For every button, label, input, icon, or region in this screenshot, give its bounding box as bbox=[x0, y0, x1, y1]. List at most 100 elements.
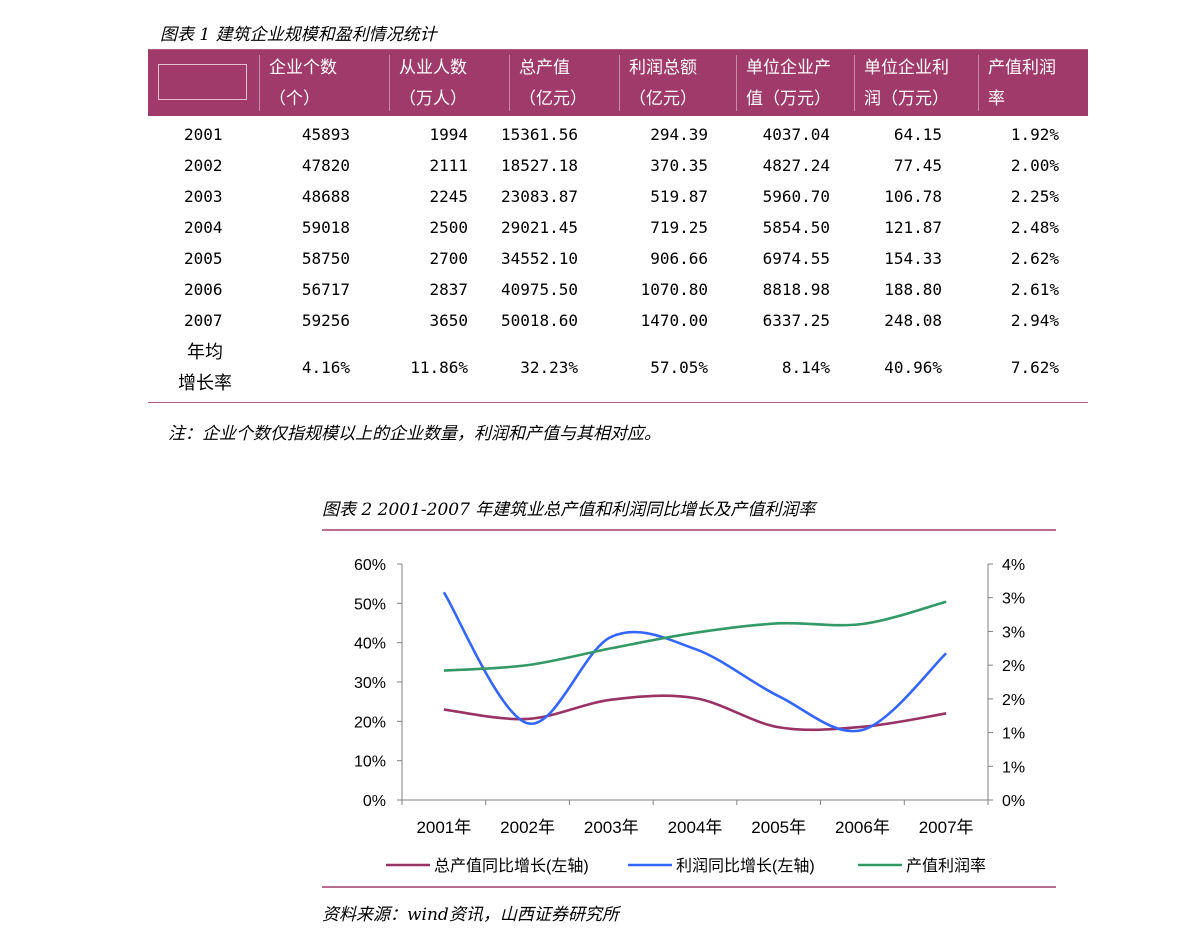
legend-label-1: 总产值同比增长(左轴) bbox=[434, 857, 589, 875]
figure-bottom-rule bbox=[322, 886, 1056, 888]
header-col-5-line1: 单位企业产 bbox=[746, 58, 831, 78]
row-year: 2005 bbox=[184, 249, 223, 268]
row-cell-col-5: 6337.25 bbox=[762, 311, 830, 330]
table1-note: 注：企业个数仅指规模以上的企业数量，利润和产值与其相对应。 bbox=[168, 424, 661, 444]
row-cell-col-1: 56717 bbox=[301, 280, 350, 299]
header-col-6-line1: 单位企业利 bbox=[864, 58, 949, 78]
row-cell-col-7: 2.48% bbox=[1010, 218, 1059, 237]
row-cell-col-1: 47820 bbox=[301, 156, 350, 175]
header-col-5-line2: 值（万元） bbox=[746, 89, 831, 109]
growth-chart: 0% 10% 20% 30% 40% 50% 60% 0% 1% 1% 2% 2% 3% 3% 4% 2001… bbox=[322, 530, 1056, 886]
row-cell-col-7: 2.94% bbox=[1010, 311, 1059, 330]
row-cell-col-6: 121.87 bbox=[884, 218, 942, 237]
row-year: 2004 bbox=[184, 218, 223, 237]
row-cell-col-5: 8818.98 bbox=[762, 280, 830, 299]
right-tick-label: 4% bbox=[1002, 557, 1025, 574]
legend-label-2: 利润同比增长(左轴) bbox=[676, 857, 815, 875]
right-tick-label: 3% bbox=[1002, 591, 1025, 608]
footer-label: 年均 增长率 bbox=[170, 337, 240, 399]
row-cell-col-3: 40975.50 bbox=[500, 280, 578, 299]
header-divider bbox=[389, 55, 390, 111]
x-tick-label: 2001年 bbox=[416, 818, 471, 837]
table-row: 2006 56717 2837 40975.50 1070.80 8818.98 188.8… bbox=[148, 275, 1088, 306]
row-cell-col-3: 50018.60 bbox=[500, 311, 578, 330]
row-cell-col-2: 2837 bbox=[429, 280, 468, 299]
row-cell-col-7: 2.61% bbox=[1010, 280, 1059, 299]
header-col-3-line1: 总产值 bbox=[519, 58, 570, 78]
row-cell-col-1: 58750 bbox=[301, 249, 350, 268]
row-cell-col-7: 2.62% bbox=[1010, 249, 1059, 268]
table-row: 2004 59018 2500 29021.45 719.25 5854.50 121.87… bbox=[148, 213, 1088, 244]
header-divider bbox=[259, 55, 260, 111]
row-cell-col-6: 106.78 bbox=[884, 187, 942, 206]
header-divider bbox=[619, 55, 620, 111]
header-corner-cell bbox=[158, 64, 247, 100]
header-divider bbox=[978, 55, 979, 111]
row-cell-col-4: 294.39 bbox=[650, 125, 708, 144]
left-tick-label: 50% bbox=[354, 596, 386, 613]
header-col-6-line2: 润（万元） bbox=[864, 89, 949, 109]
row-cell-col-2: 2500 bbox=[429, 218, 468, 237]
stats-table: 企业个数 （个） 从业人数 （万人） 总产值 （亿元） 利润总额 （亿元） 单位企业产 值（万元）… bbox=[148, 49, 1088, 403]
series-profit-margin-line bbox=[443, 600, 947, 672]
right-tick-label: 2% bbox=[1002, 658, 1025, 675]
table-header: 企业个数 （个） 从业人数 （万人） 总产值 （亿元） 利润总额 （亿元） 单位企业产 值（万元）… bbox=[148, 49, 1088, 116]
row-cell-col-1: 59018 bbox=[301, 218, 350, 237]
row-cell-col-1: 59256 bbox=[301, 311, 350, 330]
right-tick-label: 0% bbox=[1002, 793, 1025, 810]
row-cell-col-4: 519.87 bbox=[650, 187, 708, 206]
row-cell-col-2: 2700 bbox=[429, 249, 468, 268]
row-cell-col-2: 3650 bbox=[429, 311, 468, 330]
header-col-7-line1: 产值利润 bbox=[988, 58, 1056, 78]
chart-svg: 0% 10% 20% 30% 40% 50% 60% 0% 1% 1% 2% 2% 3% 3% 4% 2001… bbox=[354, 557, 1025, 875]
row-cell-col-3: 15361.56 bbox=[500, 125, 578, 144]
row-cell-col-1: 48688 bbox=[301, 187, 350, 206]
row-cell-col-6: 64.15 bbox=[893, 125, 942, 144]
x-tick-label: 2003年 bbox=[584, 818, 639, 837]
row-cell-col-6: 154.33 bbox=[884, 249, 942, 268]
header-col-4-line1: 利润总额 bbox=[629, 58, 697, 78]
table-row: 2005 58750 2700 34552.10 906.66 6974.55 154.33… bbox=[148, 244, 1088, 275]
left-tick-label: 60% bbox=[354, 557, 386, 574]
left-tick-label: 40% bbox=[354, 636, 386, 653]
row-cell-col-5: 4827.24 bbox=[762, 156, 830, 175]
left-tick-label: 10% bbox=[354, 754, 386, 771]
footer-cell-col-3: 32.23% bbox=[520, 358, 578, 377]
row-cell-col-2: 2245 bbox=[429, 187, 468, 206]
row-cell-col-4: 1070.80 bbox=[640, 280, 708, 299]
footer-cell-col-7: 7.62% bbox=[1010, 358, 1059, 377]
row-cell-col-5: 5854.50 bbox=[762, 218, 830, 237]
table-body: 2001 45893 1994 15361.56 294.39 4037.04 64.15 1… bbox=[148, 120, 1088, 337]
row-cell-col-4: 1470.00 bbox=[640, 311, 708, 330]
row-cell-col-5: 6974.55 bbox=[762, 249, 830, 268]
row-year: 2007 bbox=[184, 311, 223, 330]
footer-cell-col-2: 11.86% bbox=[410, 358, 468, 377]
row-cell-col-1: 45893 bbox=[301, 125, 350, 144]
table-row: 2002 47820 2111 18527.18 370.35 4827.24 77.45 2… bbox=[148, 151, 1088, 182]
row-year: 2003 bbox=[184, 187, 223, 206]
footer-label-line1: 年均 bbox=[187, 342, 223, 363]
footer-cell-col-5: 8.14% bbox=[781, 358, 830, 377]
footer-label-line2: 增长率 bbox=[178, 373, 232, 394]
legend-label-3: 产值利润率 bbox=[906, 857, 986, 875]
header-divider bbox=[736, 55, 737, 111]
x-tick-label: 2002年 bbox=[500, 818, 555, 837]
row-cell-col-3: 29021.45 bbox=[500, 218, 578, 237]
figure2-source: 资料来源：wind资讯，山西证券研究所 bbox=[322, 905, 619, 925]
header-col-1-line2: （个） bbox=[269, 89, 320, 109]
header-col-2-line2: （万人） bbox=[399, 89, 467, 109]
table-row: 2003 48688 2245 23083.87 519.87 5960.70 106.78… bbox=[148, 182, 1088, 213]
right-tick-label: 1% bbox=[1002, 726, 1025, 743]
table1-caption: 图表 1 建筑企业规模和盈利情况统计 bbox=[160, 25, 437, 45]
left-tick-label: 0% bbox=[363, 793, 386, 810]
header-col-1-line1: 企业个数 bbox=[269, 58, 337, 78]
table-footer: 年均 增长率 4.16% 11.86% 32.23% 57.05% 8.14% 40.96… bbox=[148, 337, 1088, 401]
right-tick-label: 1% bbox=[1002, 759, 1025, 776]
row-cell-col-6: 188.80 bbox=[884, 280, 942, 299]
x-tick-label: 2004年 bbox=[668, 818, 723, 837]
table-row: 2007 59256 3650 50018.60 1470.00 6337.25 248.0… bbox=[148, 306, 1088, 337]
header-col-4-line2: （亿元） bbox=[629, 89, 697, 109]
header-col-7-line2: 率 bbox=[988, 89, 1005, 109]
x-tick-label: 2006年 bbox=[835, 818, 890, 837]
row-year: 2001 bbox=[184, 125, 223, 144]
